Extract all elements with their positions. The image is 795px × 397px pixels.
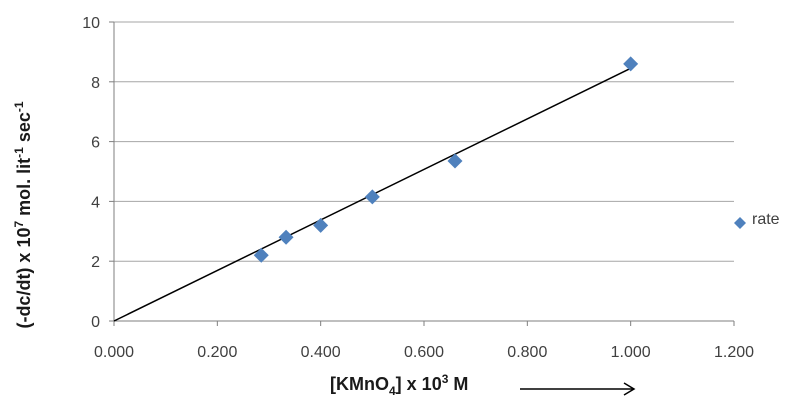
gridlines xyxy=(114,21,734,262)
data-point xyxy=(313,217,329,233)
data-point xyxy=(253,247,269,263)
axes xyxy=(109,21,735,326)
legend-label-rate: rate xyxy=(752,211,780,228)
data-point xyxy=(364,189,380,205)
x-axis-arrow xyxy=(520,382,636,396)
y-tick-label: 4 xyxy=(91,194,100,211)
data-points xyxy=(253,56,639,263)
data-point xyxy=(623,56,639,72)
y-tick-labels: 0 2 4 6 8 10 xyxy=(82,15,100,331)
data-point xyxy=(278,229,294,245)
y-tick-label: 2 xyxy=(91,254,100,271)
data-point xyxy=(447,153,463,169)
legend-marker-rate xyxy=(733,217,747,230)
y-axis-title: (-dc/dt) x 107 mol. lit-1 sec-1 xyxy=(12,101,34,328)
x-tick-label: 0.200 xyxy=(197,344,237,361)
y-tick-label: 8 xyxy=(91,75,100,92)
x-tick-label: 0.800 xyxy=(507,344,547,361)
x-tick-label: 0.400 xyxy=(301,344,341,361)
x-tick-label: 1.000 xyxy=(611,344,651,361)
x-tick-label: 0.600 xyxy=(404,344,444,361)
legend: rate xyxy=(733,211,780,230)
y-tick-label: 6 xyxy=(91,135,100,152)
x-tick-label: 0.000 xyxy=(94,344,134,361)
y-tick-label: 0 xyxy=(91,314,100,331)
y-tick-label: 10 xyxy=(82,15,100,32)
x-tick-label: 1.200 xyxy=(714,344,754,361)
x-axis-title: [KMnO4] x 103 M xyxy=(330,372,468,397)
x-tick-labels: 0.000 0.200 0.400 0.600 0.800 1.000 1.200 xyxy=(94,344,754,361)
